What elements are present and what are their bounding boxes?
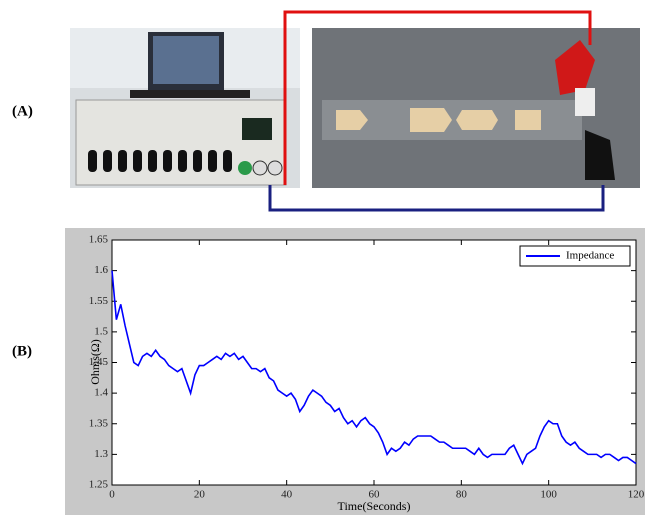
plot-area	[111, 239, 637, 486]
red-wire	[283, 10, 592, 185]
legend	[519, 245, 631, 267]
x-axis-label: Time(Seconds)	[338, 499, 411, 513]
y-tick-label: 1.4	[94, 387, 108, 399]
panel-label: (A)	[12, 103, 33, 119]
x-tick-label: 40	[281, 489, 293, 501]
y-tick-label: 1.45	[89, 356, 109, 368]
data-line	[111, 270, 637, 466]
y-tick-label: 1.35	[89, 417, 109, 429]
panel-label: (B)	[12, 343, 32, 359]
y-tick-label: 1.65	[89, 234, 109, 246]
x-tick-label: 60	[369, 489, 381, 501]
y-tick-label: 1.6	[94, 264, 108, 276]
photo-right	[312, 28, 640, 188]
y-tick-label: 1.25	[89, 479, 109, 491]
x-tick-label: 80	[456, 489, 468, 501]
y-tick-label: 1.3	[94, 448, 108, 460]
blue-wire	[268, 185, 605, 212]
x-tick-label: 0	[109, 489, 115, 501]
y-tick-label: 1.5	[94, 325, 108, 337]
x-tick-label: 20	[194, 489, 206, 501]
x-tick-label: 120	[628, 489, 645, 501]
y-tick-label: 1.55	[89, 295, 109, 307]
photo-left	[70, 28, 300, 188]
x-tick-label: 100	[540, 489, 557, 501]
y-axis-label: Ohms(Ω)	[88, 339, 102, 385]
legend-label: Impedance	[566, 250, 614, 262]
